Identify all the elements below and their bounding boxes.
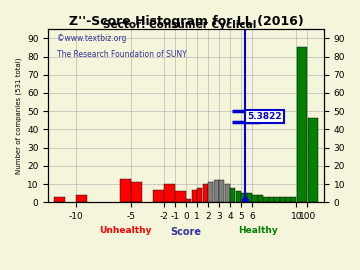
Bar (131, 182, 142, 202)
Bar (120, 179, 131, 202)
Bar (219, 180, 225, 202)
Text: 5.3822: 5.3822 (247, 112, 282, 121)
Bar (164, 184, 175, 202)
Title: Z''-Score Histogram for LL (2016): Z''-Score Histogram for LL (2016) (69, 15, 303, 28)
Bar (269, 197, 274, 202)
Text: The Research Foundation of SUNY: The Research Foundation of SUNY (57, 50, 186, 59)
Bar (307, 119, 318, 202)
Bar (274, 197, 280, 202)
X-axis label: Score: Score (171, 227, 202, 237)
Text: Unhealthy: Unhealthy (99, 226, 152, 235)
Bar (241, 193, 247, 202)
Bar (208, 182, 213, 202)
Text: Sector: Consumer Cyclical: Sector: Consumer Cyclical (103, 20, 257, 30)
Y-axis label: Number of companies (531 total): Number of companies (531 total) (15, 58, 22, 174)
Bar (263, 197, 269, 202)
Bar (252, 195, 257, 202)
Bar (225, 184, 230, 202)
Bar (280, 197, 285, 202)
Bar (236, 191, 241, 202)
Bar (54, 197, 64, 202)
Bar (186, 199, 192, 202)
Text: Healthy: Healthy (238, 226, 278, 235)
Bar (192, 190, 197, 202)
Bar (153, 190, 164, 202)
Bar (285, 197, 291, 202)
Bar (175, 191, 186, 202)
Bar (247, 193, 252, 202)
Bar (214, 180, 219, 202)
Bar (297, 48, 307, 202)
Bar (76, 195, 86, 202)
Bar (230, 188, 235, 202)
Bar (203, 184, 208, 202)
Bar (291, 197, 296, 202)
Bar (258, 195, 263, 202)
Text: ©www.textbiz.org: ©www.textbiz.org (57, 34, 126, 43)
Bar (197, 188, 202, 202)
